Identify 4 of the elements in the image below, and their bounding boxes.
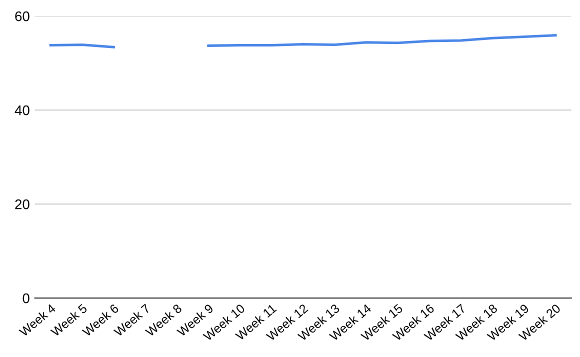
y-tick-label: 60 — [15, 11, 30, 22]
y-tick-label: 40 — [14, 105, 30, 116]
y-tick-label: 0 — [22, 293, 30, 304]
y-tick-label: 20 — [15, 199, 30, 210]
